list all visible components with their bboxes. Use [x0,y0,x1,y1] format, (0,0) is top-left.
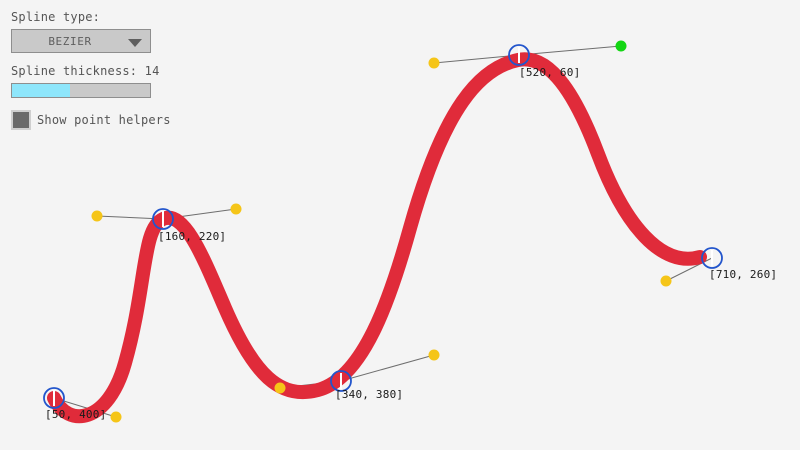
anchor-points-group[interactable] [43,44,723,409]
control-panel: Spline type: BEZIER Spline thickness: 14… [11,10,171,130]
show-point-helpers-label: Show point helpers [37,113,171,127]
spline-type-selected-value: BEZIER [48,35,92,48]
helper-line [433,54,520,64]
spline-thickness-label: Spline thickness: 14 [11,64,160,78]
spline-thickness-slider[interactable] [11,83,151,98]
anchor-point-marker[interactable] [330,370,352,392]
control-handle-dot[interactable] [91,210,103,222]
helper-line [340,354,435,382]
anchor-point-marker[interactable] [43,387,65,409]
spline-thickness-slider-fill [12,84,70,97]
show-point-helpers-row[interactable]: Show point helpers [11,110,171,130]
anchor-point-marker[interactable] [508,44,530,66]
control-handle-dot[interactable] [428,349,440,361]
point-coordinate-label: [160, 220] [158,230,227,243]
control-handle-dot[interactable] [660,275,672,287]
control-handle-dot[interactable] [428,57,440,69]
control-handle-dot[interactable] [615,40,627,52]
spline-curve [47,52,707,424]
point-coordinate-label: [50, 400] [45,408,107,421]
control-handle-dot[interactable] [274,382,286,394]
helper-line [518,45,622,56]
point-coordinate-label: [710, 260] [709,268,778,281]
anchor-point-marker[interactable] [152,208,174,230]
point-coordinate-label: [520, 60] [519,66,581,79]
anchor-point-marker[interactable] [701,247,723,269]
chevron-down-icon [128,39,142,47]
control-handle-dot[interactable] [230,203,242,215]
helper-line [96,215,164,220]
show-point-helpers-checkbox[interactable] [11,110,31,130]
spline-type-label: Spline type: [11,10,101,24]
control-handles-group[interactable] [91,40,672,423]
spline-type-dropdown[interactable]: BEZIER [11,29,151,53]
control-handle-dot[interactable] [110,411,122,423]
point-coordinate-label: [340, 380] [335,388,404,401]
